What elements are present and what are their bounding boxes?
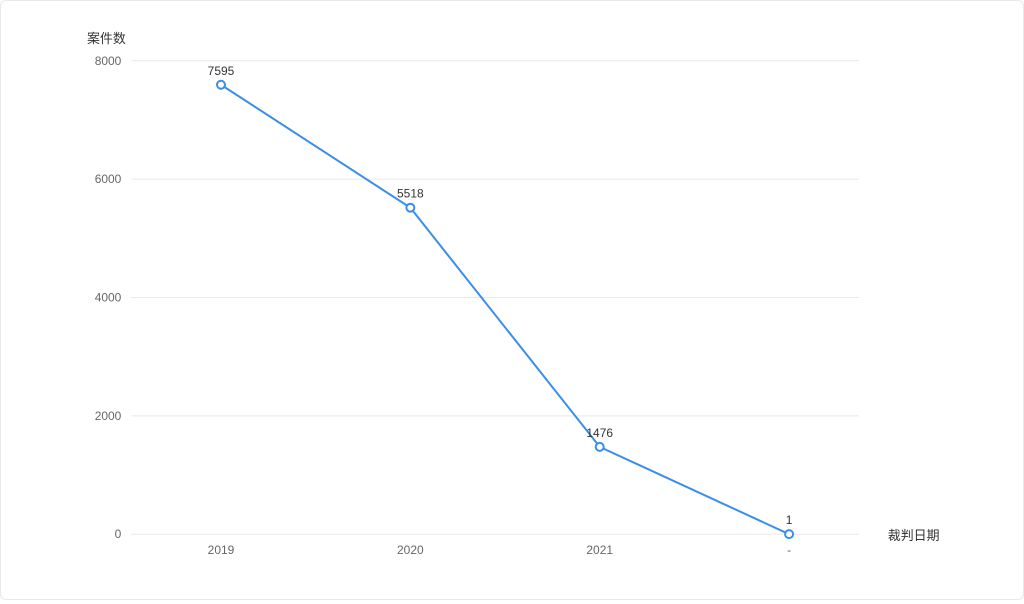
data-markers	[217, 81, 793, 538]
y-tick-label: 4000	[95, 290, 122, 304]
data-point-marker	[217, 81, 225, 89]
y-axis-ticks: 0 2000 4000 6000 8000	[95, 54, 122, 541]
value-label: 7595	[208, 64, 235, 78]
y-axis-title: 案件数	[87, 31, 126, 46]
y-tick-label: 0	[115, 527, 122, 541]
data-point-marker	[406, 204, 414, 212]
value-label: 5518	[397, 187, 424, 201]
data-point-marker	[596, 443, 604, 451]
x-tick-label: -	[787, 543, 791, 557]
data-line	[221, 85, 789, 534]
x-axis-title: 裁判日期	[888, 528, 940, 543]
x-tick-label: 2020	[397, 543, 424, 557]
value-label: 1476	[586, 426, 613, 440]
chart-container: 0 2000 4000 6000 8000 2019 2020 2021 - 案件数 裁判日期…	[0, 0, 1024, 600]
y-tick-label: 6000	[95, 172, 122, 186]
y-tick-label: 8000	[95, 54, 122, 68]
x-tick-label: 2019	[208, 543, 235, 557]
line-chart: 0 2000 4000 6000 8000 2019 2020 2021 - 案件数 裁判日期…	[1, 1, 1023, 599]
x-tick-label: 2021	[586, 543, 613, 557]
value-label: 1	[786, 513, 793, 527]
x-axis-ticks: 2019 2020 2021 -	[208, 543, 791, 557]
data-point-marker	[785, 530, 793, 538]
y-tick-label: 2000	[95, 409, 122, 423]
grid-lines	[131, 61, 859, 534]
